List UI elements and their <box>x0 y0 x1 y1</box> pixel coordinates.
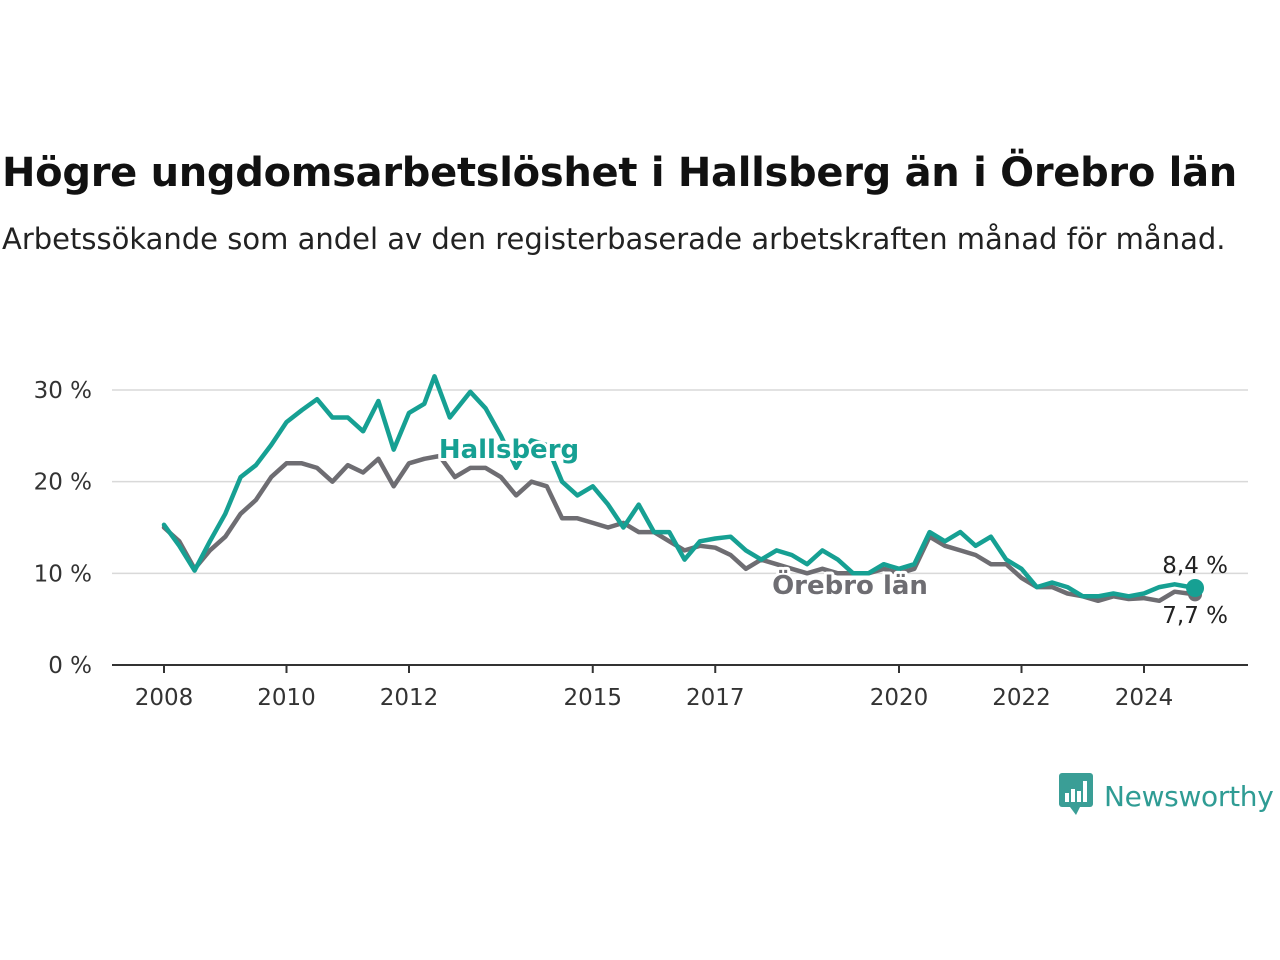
newsworthy-logo-icon <box>1058 772 1094 820</box>
y-tick-label: 10 % <box>34 561 92 587</box>
series-label-hallsberg: Hallsberg <box>439 435 579 465</box>
chart-subtitle: Arbetssökande som andel av den registerb… <box>2 222 1226 256</box>
end-label-hallsberg: 8,4 % <box>1162 553 1228 579</box>
x-tick-label: 2024 <box>1115 685 1174 711</box>
y-tick-label: 0 % <box>48 653 92 679</box>
series-label-orebro-lan: Örebro län <box>772 568 928 601</box>
y-tick-label: 30 % <box>34 378 92 404</box>
chart-title: Högre ungdomsarbetslöshet i Hallsberg än… <box>2 150 1237 196</box>
series-line-hallsberg <box>161 374 1198 599</box>
x-tick-label: 2015 <box>563 685 622 711</box>
x-tick-label: 2022 <box>992 685 1051 711</box>
series-line-orebro-lan <box>161 453 1198 604</box>
newsworthy-brand[interactable]: Newsworthy <box>1058 772 1274 820</box>
newsworthy-brand-name: Newsworthy <box>1104 779 1274 813</box>
x-tick-label: 2020 <box>870 685 929 711</box>
x-tick-label: 2012 <box>380 685 439 711</box>
end-label-orebro-lan: 7,7 % <box>1162 603 1228 629</box>
end-point-hallsberg <box>1186 579 1205 597</box>
x-tick-label: 2010 <box>257 685 316 711</box>
x-tick-label: 2017 <box>686 685 745 711</box>
y-tick-label: 20 % <box>34 470 92 496</box>
x-tick-label: 2008 <box>135 685 194 711</box>
